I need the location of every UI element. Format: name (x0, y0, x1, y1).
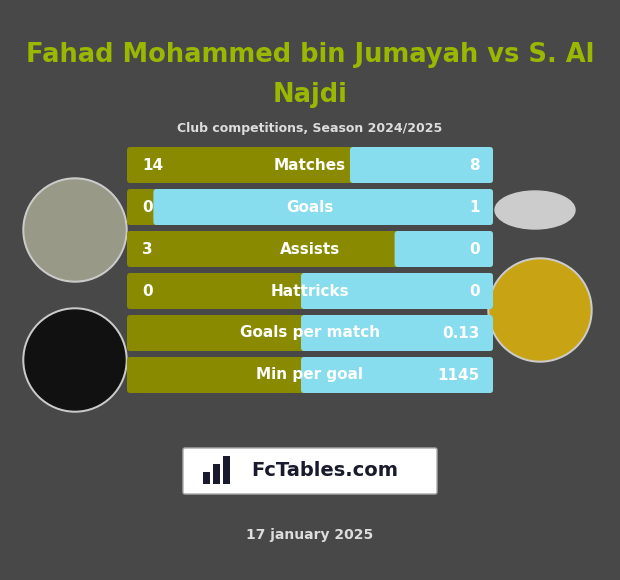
FancyBboxPatch shape (127, 231, 493, 267)
FancyBboxPatch shape (127, 315, 493, 351)
Text: 1: 1 (469, 200, 480, 215)
FancyBboxPatch shape (183, 448, 437, 494)
Text: 0: 0 (142, 200, 153, 215)
Text: 0: 0 (469, 284, 480, 299)
Text: Hattricks: Hattricks (271, 284, 349, 299)
Ellipse shape (495, 191, 575, 229)
FancyBboxPatch shape (127, 273, 493, 309)
Text: 17 january 2025: 17 january 2025 (246, 528, 374, 542)
Circle shape (490, 260, 590, 360)
FancyBboxPatch shape (301, 273, 493, 309)
Text: FcTables.com: FcTables.com (252, 462, 399, 480)
FancyBboxPatch shape (301, 315, 493, 351)
FancyBboxPatch shape (223, 456, 230, 484)
FancyBboxPatch shape (127, 147, 493, 183)
Text: Matches: Matches (274, 158, 346, 172)
FancyBboxPatch shape (394, 231, 493, 267)
Text: 8: 8 (469, 158, 480, 172)
FancyBboxPatch shape (127, 189, 493, 225)
Text: 0.13: 0.13 (443, 325, 480, 340)
Text: Goals per match: Goals per match (240, 325, 380, 340)
Text: 14: 14 (142, 158, 163, 172)
Text: Najdi: Najdi (273, 82, 347, 108)
Text: 0: 0 (142, 284, 153, 299)
FancyBboxPatch shape (301, 357, 493, 393)
Circle shape (25, 310, 125, 410)
Circle shape (488, 258, 592, 362)
Text: Club competitions, Season 2024/2025: Club competitions, Season 2024/2025 (177, 122, 443, 135)
FancyBboxPatch shape (203, 472, 210, 484)
Circle shape (23, 178, 127, 282)
FancyBboxPatch shape (213, 464, 220, 484)
Circle shape (25, 180, 125, 280)
Text: 0: 0 (469, 241, 480, 256)
Text: Min per goal: Min per goal (257, 368, 363, 382)
FancyBboxPatch shape (127, 357, 493, 393)
Circle shape (23, 308, 127, 412)
Text: 1145: 1145 (438, 368, 480, 382)
FancyBboxPatch shape (153, 189, 493, 225)
Text: Assists: Assists (280, 241, 340, 256)
Text: 3: 3 (142, 241, 153, 256)
Text: Goals: Goals (286, 200, 334, 215)
FancyBboxPatch shape (350, 147, 493, 183)
Text: Fahad Mohammed bin Jumayah vs S. Al: Fahad Mohammed bin Jumayah vs S. Al (26, 42, 594, 68)
